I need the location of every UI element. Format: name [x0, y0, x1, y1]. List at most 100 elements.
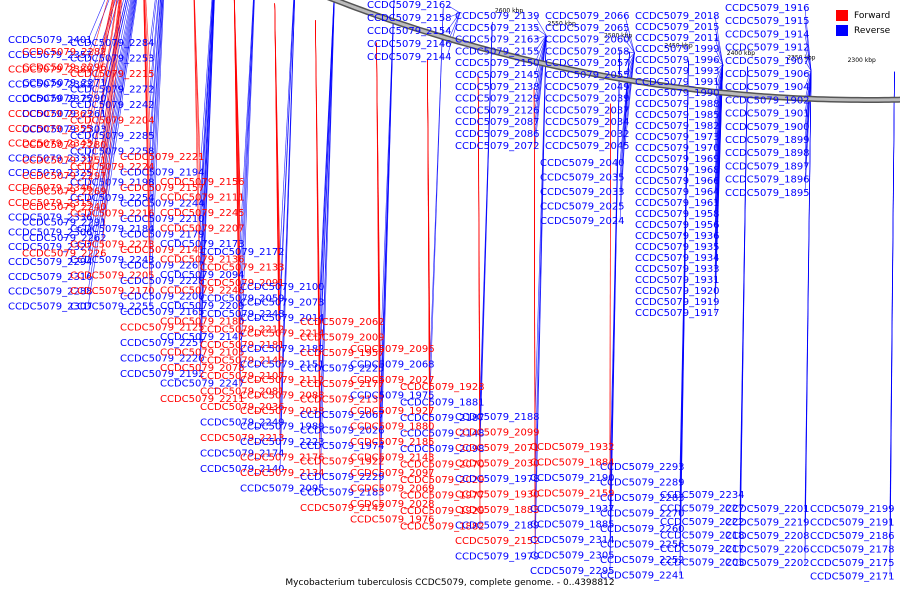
leader-line	[279, 0, 295, 315]
gene-label: CCDC5079_2049	[545, 82, 630, 93]
gene-label: CCDC5079_2188	[455, 412, 540, 423]
gene-label: CCDC5079_1970	[635, 143, 720, 154]
gene-label: CCDC5079_1933	[635, 264, 720, 275]
gene-label: CCDC5079_2058	[545, 46, 630, 57]
gene-label: CCDC5079_2018	[635, 11, 720, 22]
gene-label: CCDC5079_2256	[600, 540, 685, 551]
gene-label: CCDC5079_1883	[455, 505, 540, 516]
leader-line	[804, 70, 812, 88]
gene-label: CCDC5079_2034	[545, 117, 630, 128]
gene-label: CCDC5079_1985	[635, 110, 720, 121]
gene-label: CCDC5079_1906	[725, 69, 810, 80]
gene-label: CCDC5079_2144	[367, 52, 452, 63]
gene-label: CCDC5079_2175	[810, 558, 895, 569]
gene-label: CCDC5079_2187	[400, 413, 485, 424]
leader-line	[143, 0, 151, 245]
gene-label: CCDC5079_1969	[635, 154, 720, 165]
gene-label: CCDC5079_2331	[8, 153, 93, 164]
leader-line	[714, 64, 723, 72]
gene-label: CCDC5079_2039	[545, 94, 630, 105]
gene-label: CCDC5079_1915	[725, 16, 810, 27]
gene-label: CCDC5079_1990	[635, 88, 720, 99]
gene-label: CCDC5079_2251	[22, 156, 107, 167]
leader-line	[87, 0, 134, 263]
gene-label: CCDC5079_2253	[70, 54, 155, 65]
gene-label: CCDC5079_2139	[455, 11, 540, 22]
gene-label: CCDC5079_2225	[300, 364, 385, 375]
legend-forward-label: Forward	[854, 10, 891, 21]
leader-line	[101, 0, 137, 223]
gene-label: CCDC5079_2294	[8, 257, 93, 268]
gene-label: CCDC5079_2035	[540, 173, 625, 184]
gene-label: CCDC5079_2091	[200, 278, 285, 289]
gene-label: CCDC5079_1916	[725, 3, 810, 14]
gene-label: CCDC5079_2210	[120, 214, 205, 225]
gene-label: CCDC5079_2228	[120, 276, 205, 287]
scale-tick-label: 2450 kbp	[664, 42, 692, 49]
gene-label: CCDC5079_2038	[240, 406, 325, 417]
gene-label: CCDC5079_2355	[8, 124, 93, 135]
leader-line	[101, 0, 121, 177]
gene-label: CCDC5079_2295	[530, 566, 615, 577]
gene-label: CCDC5079_1912	[725, 43, 810, 54]
gene-label: CCDC5079_2096	[350, 344, 435, 355]
leader-line	[87, 0, 108, 70]
gene-label: CCDC5079_2024	[540, 216, 625, 227]
gene-label: CCDC5079_2184	[70, 224, 155, 235]
gene-label: CCDC5079_1988	[635, 99, 720, 110]
leader-line	[239, 0, 254, 245]
leader-line	[804, 70, 812, 101]
gene-label: CCDC5079_2147	[160, 332, 245, 343]
gene-label: CCDC5079_2134	[240, 468, 325, 479]
gene-label: CCDC5079_2336	[8, 213, 93, 224]
leader-line	[101, 0, 130, 130]
leader-line	[714, 48, 724, 65]
gene-label: CCDC5079_1935	[635, 242, 720, 253]
gene-label: CCDC5079_2257	[120, 338, 205, 349]
leader-line	[804, 70, 812, 193]
gene-label: CCDC5079_2086	[455, 129, 540, 140]
gene-label: CCDC5079_2071	[455, 443, 540, 454]
gene-label: CCDC5079_2182	[240, 344, 325, 355]
gene-label: CCDC5079_2036	[200, 402, 285, 413]
gene-label: CCDC5079_1982	[635, 121, 720, 132]
gene-label: CCDC5079_2305	[530, 551, 615, 562]
gene-label: CCDC5079_2028	[350, 499, 435, 510]
gene-label: CCDC5079_2192	[120, 369, 205, 380]
legend-reverse-label: Reverse	[854, 25, 891, 36]
scale-tick-label: 2500 kbp	[604, 32, 632, 39]
leader-line	[534, 35, 547, 52]
gene-label: CCDC5079_2060	[545, 35, 630, 46]
leader-line	[534, 35, 547, 557]
leader-line	[534, 35, 547, 76]
gene-label: CCDC5079_1937	[530, 504, 615, 515]
leader-line	[199, 0, 214, 266]
gene-label: CCDC5079_1917	[635, 308, 720, 319]
gene-label: CCDC5079_2201	[725, 504, 810, 515]
gene-label: CCDC5079_2059	[200, 294, 285, 305]
leader-line	[534, 35, 547, 40]
gene-label: CCDC5079_2226	[22, 249, 107, 260]
leader-line	[87, 0, 136, 292]
leader-line	[714, 64, 724, 83]
leader-line	[101, 0, 122, 208]
leader-line	[199, 0, 214, 282]
leader-line	[199, 0, 215, 375]
leader-line	[149, 0, 163, 230]
gene-label: CCDC5079_1957	[300, 348, 385, 359]
gene-labels: CCDC5079_2401CCDC5079_2357CCDC5079_2389C…	[8, 0, 895, 583]
leader-line	[624, 52, 635, 64]
leader-line	[319, 0, 335, 489]
leader-line	[379, 0, 395, 493]
gene-label: CCDC5079_1895	[725, 188, 810, 199]
gene-label: CCDC5079_2191	[810, 518, 895, 529]
gene-label: CCDC5079_2389	[8, 65, 93, 76]
gene-label: CCDC5079_2072	[455, 141, 540, 152]
gene-label: CCDC5079_1996	[635, 55, 720, 66]
gene-label: CCDC5079_1931	[635, 275, 720, 286]
gene-label: CCDC5079_2273	[70, 240, 155, 251]
leader-line	[315, 20, 321, 474]
leader-line	[193, 0, 201, 328]
leader-line	[143, 0, 151, 214]
